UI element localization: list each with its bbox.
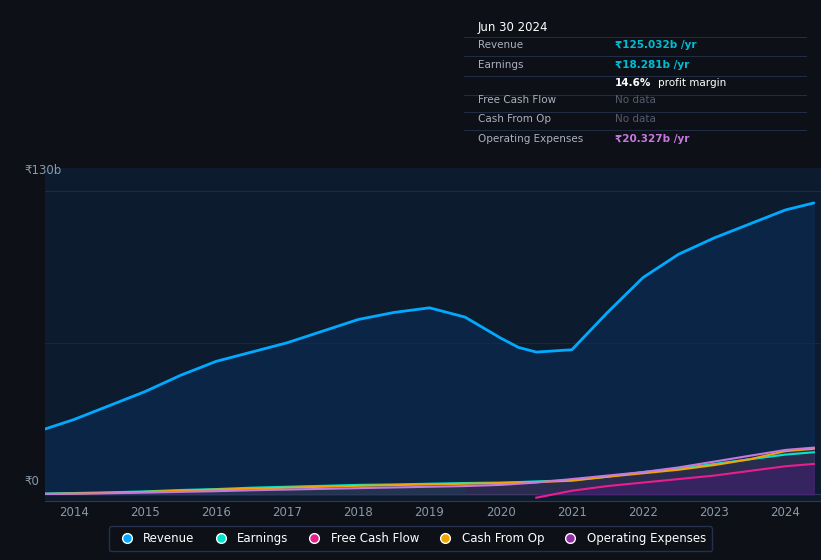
Text: Cash From Op: Cash From Op xyxy=(478,114,551,124)
Text: Revenue: Revenue xyxy=(478,40,523,50)
Text: No data: No data xyxy=(615,114,656,124)
Legend: Revenue, Earnings, Free Cash Flow, Cash From Op, Operating Expenses: Revenue, Earnings, Free Cash Flow, Cash … xyxy=(109,526,712,551)
Text: Earnings: Earnings xyxy=(478,60,523,70)
Text: Jun 30 2024: Jun 30 2024 xyxy=(478,21,548,34)
Text: ₹125.032b /yr: ₹125.032b /yr xyxy=(615,40,696,50)
Text: Operating Expenses: Operating Expenses xyxy=(478,134,583,144)
Text: ₹20.327b /yr: ₹20.327b /yr xyxy=(615,134,690,144)
Text: 14.6%: 14.6% xyxy=(615,78,651,88)
Text: No data: No data xyxy=(615,95,656,105)
Text: ₹130b: ₹130b xyxy=(25,164,62,178)
Text: ₹18.281b /yr: ₹18.281b /yr xyxy=(615,60,689,70)
Text: ₹0: ₹0 xyxy=(25,475,39,488)
Text: profit margin: profit margin xyxy=(658,78,726,88)
Text: Free Cash Flow: Free Cash Flow xyxy=(478,95,556,105)
